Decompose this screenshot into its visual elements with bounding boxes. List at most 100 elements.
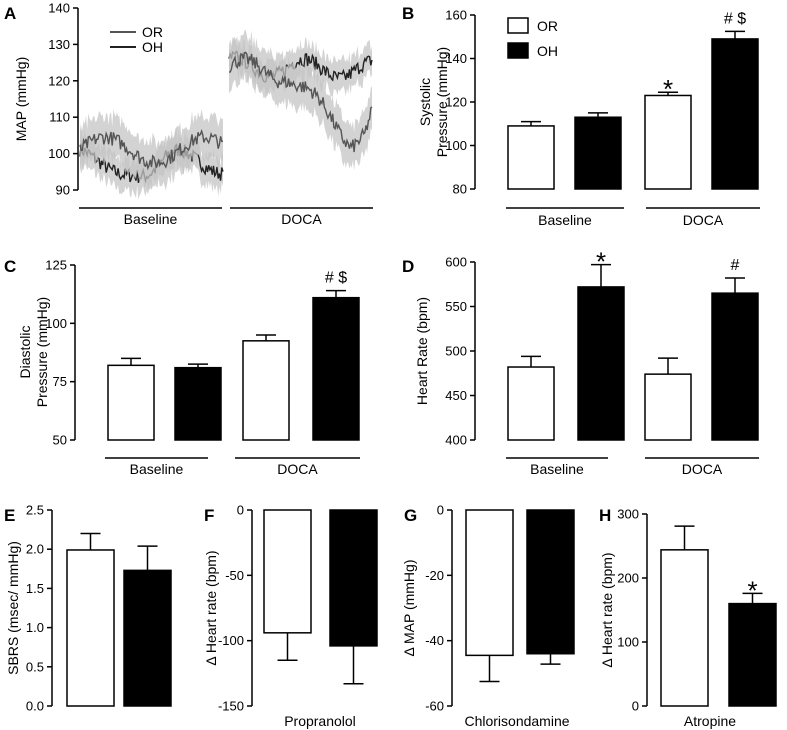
e-y-tick-label: 1.0	[26, 620, 44, 635]
a-trace-band-or	[229, 30, 372, 171]
h-bar-oh	[728, 602, 777, 707]
c-y-axis-title: DiastolicPressure (mmHg)	[17, 297, 50, 407]
c-group-label: DOCA	[277, 461, 318, 477]
panel-label-e: E	[4, 506, 15, 525]
panel-b-legend: OR OH	[507, 17, 558, 59]
d-significance-mark: #	[731, 257, 740, 274]
c-bar-or	[242, 340, 290, 441]
b-bar-or	[507, 125, 555, 190]
panel-h-atropine: 0 100 200 300 Δ Heart rate (bpm) * Atropine	[599, 507, 777, 729]
a-trace-band-or	[80, 108, 223, 191]
panel-f-propranolol: -150 -100 -50 0 Δ Heart rate (bpm) Propranolo…	[203, 503, 378, 729]
panel-e-sbrs: 0.0 0.5 1.0 1.5 2.0 2.5 SBRS (msec/ mmHg)	[5, 503, 172, 714]
d-y-tick-label: 600	[445, 255, 467, 270]
h-y-tick-label: 300	[617, 507, 639, 522]
e-y-tick-label: 2.5	[26, 503, 44, 518]
b-bar-oh	[574, 116, 622, 190]
a-group-label: DOCA	[281, 211, 322, 227]
e-bar-or	[66, 549, 115, 707]
c-y-axis-title-line: Pressure (mmHg)	[34, 297, 50, 407]
b-group-label: DOCA	[683, 212, 724, 228]
h-x-axis-title: Atropine	[684, 713, 736, 729]
b-y-axis-title-line: Systolic	[417, 78, 433, 126]
a-y-tick-label: 100	[48, 146, 70, 161]
h-bar-or	[660, 549, 709, 707]
b-bar-or	[644, 94, 692, 190]
a-y-tick-label: 130	[48, 37, 70, 52]
panel-label-c: C	[4, 257, 16, 276]
d-y-tick-label: 550	[445, 299, 467, 314]
legend-or-open-swatch	[507, 17, 529, 34]
c-group-label: Baseline	[130, 461, 184, 477]
g-y-tick-label: -60	[425, 699, 444, 714]
h-y-tick-label: 100	[617, 635, 639, 650]
g-y-tick-label: 0	[437, 503, 444, 518]
panel-g-chlorisondamine: -60 -40 -20 0 Δ MAP (mmHg) Chlorisondamine	[401, 503, 575, 729]
d-bar-oh	[711, 292, 759, 441]
h-y-axis-title: Δ Heart rate (bpm)	[599, 552, 615, 667]
f-y-tick-label: -100	[218, 633, 244, 648]
panel-label-f: F	[204, 506, 214, 525]
b-y-tick-label: 140	[445, 51, 467, 66]
g-y-tick-label: -40	[425, 633, 444, 648]
c-y-axis-title-line: Diastolic	[17, 326, 33, 379]
e-y-tick-label: 2.0	[26, 542, 44, 557]
legend-oh-label: OH	[537, 43, 558, 59]
panel-label-b: B	[402, 4, 414, 23]
c-bar-oh	[312, 296, 360, 441]
g-bar-or	[465, 509, 514, 657]
b-y-tick-label: 80	[453, 182, 467, 197]
b-significance-mark: # $	[724, 10, 746, 27]
panel-b-systolic: 80 100 120 140 160 SystolicPressure (mmHg) * # …	[417, 8, 760, 228]
b-significance-mark: *	[663, 74, 673, 104]
d-group-label: Baseline	[530, 461, 584, 477]
panel-a-map-trace: 90 100 110 120 130 140 MAP (mmHg) Baseline DOCA	[13, 1, 373, 227]
e-y-tick-label: 0.0	[26, 699, 44, 714]
a-trace-line-or	[79, 128, 224, 171]
a-y-tick-label: 90	[56, 183, 70, 198]
b-group-label: Baseline	[538, 212, 592, 228]
panel-d-heart-rate: 400 450 500 550 600 Heart Rate (bpm) * # Baselin…	[414, 247, 759, 477]
a-y-tick-label: 120	[48, 73, 70, 88]
b-y-axis-title-line: Pressure (mmHg)	[434, 47, 450, 157]
a-y-tick-label: 110	[49, 110, 70, 125]
panel-label-g: G	[404, 506, 417, 525]
legend-oh-filled-swatch	[507, 42, 529, 59]
e-y-axis-title: SBRS (msec/ mmHg)	[5, 541, 21, 675]
legend-or-label: OR	[142, 24, 163, 40]
d-y-tick-label: 450	[445, 388, 467, 403]
f-y-tick-label: -150	[218, 699, 244, 714]
b-bar-oh	[711, 38, 759, 190]
c-bar-or	[107, 364, 155, 441]
h-y-tick-label: 200	[617, 571, 639, 586]
f-bar-oh	[329, 509, 378, 647]
e-bar-oh	[123, 569, 172, 707]
d-bar-or	[644, 373, 692, 441]
b-y-tick-label: 120	[445, 95, 467, 110]
panel-label-h: H	[599, 506, 611, 525]
f-y-axis-title: Δ Heart rate (bpm)	[203, 550, 219, 665]
d-y-tick-label: 500	[445, 344, 467, 359]
g-x-axis-title: Chlorisondamine	[464, 713, 569, 729]
d-bar-or	[507, 366, 555, 441]
b-y-tick-label: 160	[445, 8, 467, 23]
e-y-tick-label: 1.5	[26, 581, 44, 596]
e-y-tick-label: 0.5	[26, 659, 44, 674]
f-y-tick-label: 0	[237, 503, 244, 518]
panel-c-diastolic: 50 75 100 125 DiastolicPressure (mmHg) # $ Bas…	[17, 258, 360, 477]
c-y-tick-label: 50	[53, 433, 67, 448]
d-y-tick-label: 400	[445, 433, 467, 448]
h-significance-mark: *	[747, 575, 757, 605]
b-y-tick-label: 100	[445, 138, 467, 153]
g-bar-oh	[526, 509, 575, 655]
d-group-label: DOCA	[682, 461, 723, 477]
legend-oh-label: OH	[142, 39, 163, 55]
a-trace-line-or	[228, 51, 373, 153]
a-y-axis-title: MAP (mmHg)	[13, 57, 29, 142]
f-x-axis-title: Propranolol	[284, 713, 356, 729]
a-y-tick-label: 140	[48, 1, 70, 16]
panel-a-legend: OR OH	[110, 24, 163, 55]
c-significance-mark: # $	[325, 270, 347, 287]
c-bar-oh	[174, 366, 222, 441]
